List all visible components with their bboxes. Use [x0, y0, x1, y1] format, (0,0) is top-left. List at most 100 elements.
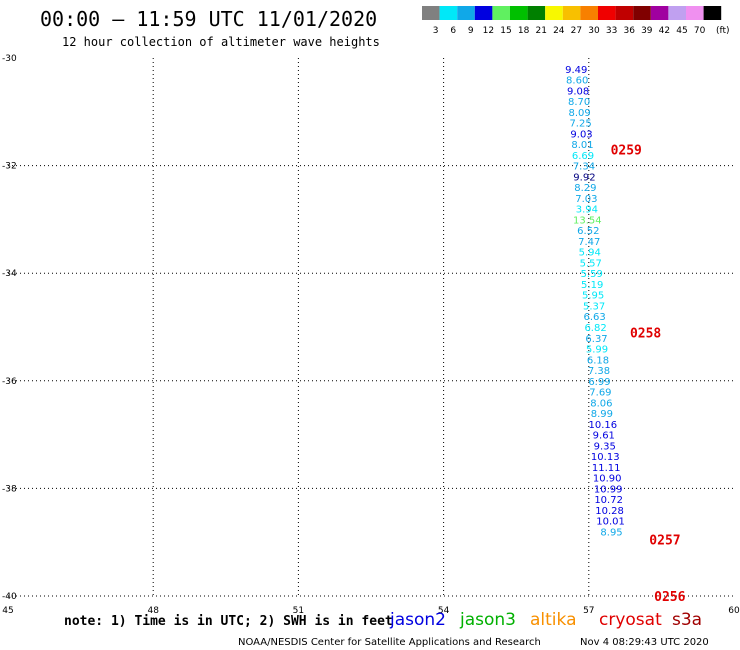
legend-label: 33: [606, 26, 617, 36]
wave-height-point: 9.92: [573, 172, 595, 183]
wave-height-point: 5.94: [579, 248, 601, 259]
wave-height-point: 7.47: [578, 237, 600, 248]
y-tick-label: -32: [2, 162, 17, 172]
wave-height-point: 8.01: [571, 140, 593, 151]
wave-height-point: 10.13: [591, 452, 620, 463]
legend-swatch: [562, 6, 581, 20]
wave-height-point: 10.01: [596, 517, 625, 528]
wave-height-point: 10.90: [593, 474, 622, 485]
time-annotation: 0257: [649, 534, 680, 549]
time-annotation: 0256: [654, 590, 685, 605]
y-tick-label: -40: [2, 592, 17, 602]
legend-swatch: [527, 6, 546, 20]
wave-height-point: 6.52: [577, 226, 599, 237]
y-tick-label: -36: [2, 377, 17, 387]
satellite-legend: jason2 jason3 altika cryosat s3a: [389, 610, 702, 630]
satellite-label: s3a: [672, 610, 702, 630]
wave-height-point: 9.61: [593, 431, 615, 442]
legend-label: 24: [553, 26, 565, 36]
x-tick-label: 57: [583, 606, 594, 616]
wave-height-point: 5.95: [582, 291, 604, 302]
legend-label: 45: [676, 26, 687, 36]
legend-swatch: [686, 6, 704, 20]
wave-height-point: 10.72: [594, 495, 623, 506]
footer-credit: NOAA/NESDIS Center for Satellite Applica…: [238, 637, 541, 648]
wave-height-point: 8.70: [568, 97, 590, 108]
legend-swatch: [580, 6, 598, 20]
legend-swatch: [545, 6, 563, 20]
wave-height-point: 6.37: [585, 334, 607, 345]
x-tick-label: 48: [147, 606, 159, 616]
wave-height-point: 5.59: [581, 269, 603, 280]
legend-swatch: [703, 6, 722, 20]
time-annotation: 0258: [630, 326, 661, 341]
legend-unit: (ft): [716, 26, 730, 36]
legend-swatch: [598, 6, 616, 20]
wave-height-point: 5.57: [580, 258, 602, 269]
wave-height-point: 9.49: [565, 65, 587, 76]
wave-height-point: 10.28: [595, 506, 624, 517]
wave-height-point: 9.03: [570, 129, 592, 140]
satellite-label: jason3: [459, 610, 516, 630]
y-tick-label: -30: [2, 54, 17, 64]
legend-swatch: [439, 6, 458, 20]
legend-label: 6: [450, 26, 456, 36]
wave-height-point: 6.63: [583, 312, 605, 323]
wave-height-point: 11.11: [592, 463, 621, 474]
wave-height-point: 8.06: [590, 398, 612, 409]
data-points: 9.498.609.088.708.097.259.038.016.697.34…: [565, 65, 625, 539]
grid-lines: [8, 58, 734, 597]
wave-height-point: 10.16: [589, 420, 618, 431]
satellite-label: cryosat: [599, 610, 662, 630]
x-tick-label: 60: [728, 606, 740, 616]
legend-label: 27: [571, 26, 582, 36]
legend-swatch: [615, 6, 634, 20]
wave-height-point: 7.38: [588, 366, 610, 377]
legend-label: 15: [500, 26, 511, 36]
wave-height-point: 6.69: [572, 151, 594, 162]
legend-label: 18: [518, 26, 530, 36]
wave-height-point: 7.25: [569, 119, 591, 130]
wave-height-point: 3.94: [576, 205, 598, 216]
legend-swatch: [422, 6, 440, 20]
legend-label: 12: [483, 26, 494, 36]
legend-label: 3: [433, 26, 439, 36]
legend-swatch: [457, 6, 475, 20]
footer-timestamp: Nov 4 08:29:43 UTC 2020: [580, 637, 709, 648]
legend-label: 42: [659, 26, 670, 36]
legend-label: 21: [535, 26, 546, 36]
legend-label: 70: [694, 26, 706, 36]
wave-height-point: 7.34: [573, 162, 595, 173]
wave-height-point: 6.99: [588, 377, 610, 388]
legend-label: 36: [623, 26, 635, 36]
plot-area: [8, 58, 734, 596]
legend-swatch: [492, 6, 510, 20]
y-tick-label: -34: [2, 269, 17, 279]
wave-height-point: 8.95: [600, 527, 622, 538]
time-annotations: 0259 0258 0257 0256: [611, 143, 686, 605]
wave-height-point: 9.35: [594, 441, 616, 452]
satellite-label: altika: [530, 610, 577, 630]
chart-title: 00:00 – 11:59 UTC 11/01/2020: [40, 7, 377, 31]
wave-height-legend: 3 6 9 12 15 18 21 24 27 30 33 36 39 42 45 70 (ft): [422, 6, 730, 36]
wave-height-point: 8.29: [574, 183, 596, 194]
legend-swatch: [668, 6, 686, 20]
wave-height-point: 7.69: [589, 388, 611, 399]
satellite-label: jason2: [389, 610, 446, 630]
wave-height-point: 8.99: [591, 409, 613, 420]
chart-subtitle: 12 hour collection of altimeter wave hei…: [62, 35, 380, 49]
wave-height-point: 8.09: [568, 108, 590, 119]
footer-note: note: 1) Time is in UTC; 2) SWH is in fe…: [64, 614, 393, 629]
x-tick-label: 54: [438, 606, 450, 616]
time-annotation: 0259: [611, 143, 642, 158]
legend-swatch: [510, 6, 528, 20]
legend-label: 30: [588, 26, 600, 36]
wave-height-point: 6.18: [587, 355, 609, 366]
wave-height-point: 8.60: [566, 76, 588, 87]
legend-label: 39: [641, 26, 653, 36]
wave-height-point: 5.37: [583, 301, 605, 312]
wave-height-point: 9.08: [567, 86, 589, 97]
legend-swatch: [474, 6, 493, 20]
x-tick-label: 45: [2, 606, 13, 616]
